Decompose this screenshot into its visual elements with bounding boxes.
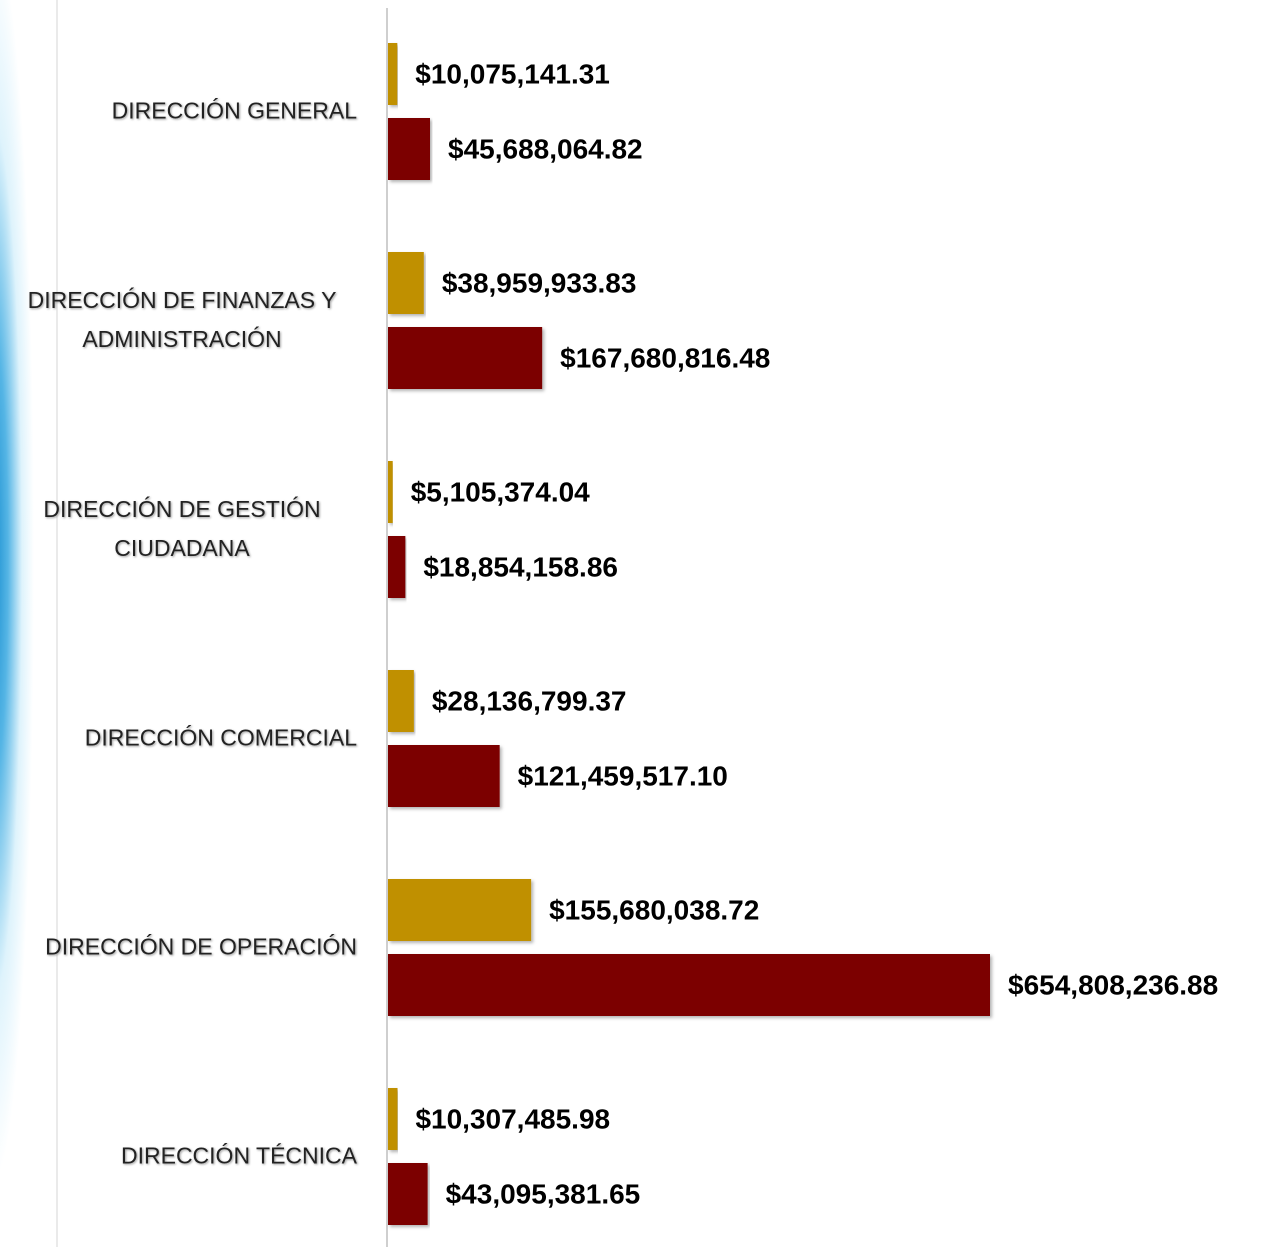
value-label: $155,680,038.72 <box>549 894 759 925</box>
bar <box>388 327 543 389</box>
category-label: DIRECCIÓN COMERCIAL <box>84 724 357 751</box>
bar <box>388 879 532 941</box>
decoration <box>0 0 40 1247</box>
value-label: $28,136,799.37 <box>432 685 627 716</box>
category-label: DIRECCIÓN DE OPERACIÓN <box>45 933 357 960</box>
bar <box>388 745 500 807</box>
value-label: $10,307,485.98 <box>415 1103 610 1134</box>
category-label: DIRECCIÓN GENERAL <box>111 97 357 124</box>
bar <box>388 461 393 523</box>
category-label-box: DIRECCIÓN COMERCIAL <box>85 719 357 758</box>
category-label: DIRECCIÓN DE FINANZAS Y ADMINISTRACIÓN <box>27 287 337 352</box>
value-label: $45,688,064.82 <box>448 133 643 164</box>
value-label: $43,095,381.65 <box>446 1178 641 1209</box>
category-label-box: DIRECCIÓN TÉCNICA <box>121 1137 357 1176</box>
category-label-box: DIRECCIÓN DE GESTIÓN CIUDADANA <box>7 490 357 568</box>
value-label: $121,459,517.10 <box>518 760 728 791</box>
value-label: $10,075,141.31 <box>415 58 610 89</box>
bar <box>388 954 990 1016</box>
bar <box>388 670 414 732</box>
category-label: DIRECCIÓN TÉCNICA <box>121 1142 357 1169</box>
value-label: $38,959,933.83 <box>442 267 637 298</box>
category-label-box: DIRECCIÓN DE FINANZAS Y ADMINISTRACIÓN <box>7 281 357 359</box>
value-label: $18,854,158.86 <box>423 551 618 582</box>
bar <box>388 118 431 180</box>
bar <box>388 252 424 314</box>
bar <box>388 1163 428 1225</box>
value-label: $167,680,816.48 <box>560 342 770 373</box>
category-label: DIRECCIÓN DE GESTIÓN CIUDADANA <box>43 496 321 561</box>
bar <box>388 43 398 105</box>
category-label-box: DIRECCIÓN GENERAL <box>112 92 357 131</box>
value-label: $5,105,374.04 <box>411 476 590 507</box>
bar <box>388 1088 398 1150</box>
bar <box>388 536 406 598</box>
value-label: $654,808,236.88 <box>1008 969 1218 1000</box>
category-label-box: DIRECCIÓN DE OPERACIÓN <box>45 928 357 967</box>
